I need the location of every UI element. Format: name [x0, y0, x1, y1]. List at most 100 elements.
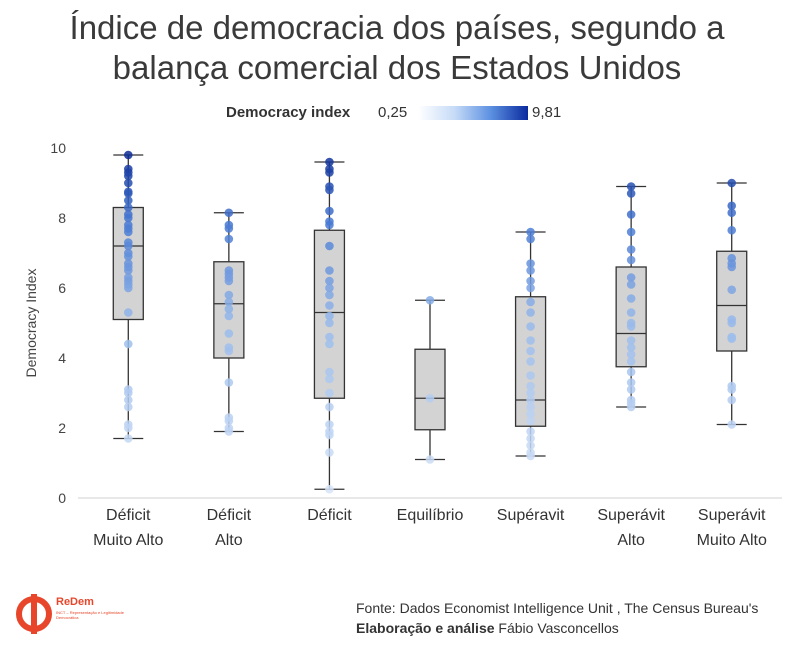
data-point [224, 304, 234, 314]
data-point [325, 402, 334, 412]
x-tick-label: Superávit [597, 507, 665, 524]
data-point [727, 262, 737, 272]
data-point [123, 196, 133, 205]
data-point [123, 213, 133, 223]
iqr-box [414, 348, 446, 431]
data-point [526, 371, 535, 380]
data-point [224, 297, 234, 307]
data-point [123, 227, 133, 237]
x-tick-label: Alto [617, 532, 645, 549]
data-point [626, 378, 636, 387]
data-point [727, 285, 737, 295]
data-point [626, 367, 636, 377]
data-point [224, 427, 234, 436]
source-credit-author: Fábio Vasconcellos [494, 620, 619, 636]
legend-max-label: 9,81 [532, 104, 562, 121]
y-tick-label: 8 [58, 210, 66, 226]
data-point [325, 318, 334, 328]
data-point [325, 241, 334, 251]
data-point [224, 416, 234, 426]
data-point [123, 395, 133, 405]
data-point [224, 276, 234, 286]
chart-title: Índice de democracia dos países, segundo… [0, 8, 794, 88]
data-point [727, 385, 737, 394]
data-point [224, 234, 234, 244]
data-point [626, 385, 636, 394]
data-point [425, 295, 435, 305]
data-point [123, 203, 133, 212]
data-point [224, 290, 234, 300]
data-point [325, 290, 334, 300]
data-point [526, 283, 535, 293]
data-point [727, 178, 737, 188]
data-point [425, 393, 435, 403]
data-point [526, 451, 535, 461]
data-point [526, 276, 535, 286]
y-tick-label: 10 [50, 140, 66, 156]
data-point [526, 416, 535, 426]
data-point [123, 266, 133, 275]
data-point [325, 157, 334, 167]
data-point [325, 168, 334, 177]
source-credit-label: Elaboração e análise [356, 620, 495, 636]
data-point [325, 185, 334, 195]
x-tick-label: Equilíbrio [397, 507, 464, 524]
chart-title-line-1: Índice de democracia dos países, segundo… [69, 9, 725, 46]
data-point [123, 241, 133, 251]
data-point [325, 374, 334, 384]
data-point [626, 294, 636, 303]
data-point [526, 381, 535, 391]
data-point [325, 206, 334, 216]
x-tick-label: Muito Alto [697, 532, 767, 549]
y-tick-label: 2 [58, 420, 66, 436]
data-point [526, 388, 535, 398]
source-note: Fonte: Dados Economist Intelligence Unit… [356, 598, 758, 638]
x-tick-label: Supéravit [497, 507, 565, 524]
data-point [123, 339, 133, 349]
data-point [224, 311, 234, 321]
data-point [626, 350, 636, 359]
source-line-2: Elaboração e análise Fábio Vasconcellos [356, 618, 758, 638]
data-point [626, 245, 636, 254]
data-point [626, 189, 636, 198]
x-tick-label: Déficit [207, 507, 252, 524]
data-point [526, 259, 535, 268]
y-tick-label: 6 [58, 280, 66, 296]
data-point [123, 171, 133, 181]
data-point [727, 334, 737, 344]
x-tick-label: Déficit [106, 507, 151, 524]
data-point [224, 329, 234, 338]
data-point [123, 423, 133, 433]
x-tick-label: Alto [215, 532, 243, 549]
data-point [325, 332, 334, 342]
data-point [526, 409, 535, 419]
data-point [123, 252, 133, 261]
data-point [526, 234, 535, 244]
boxplot-chart: 0 2 4 6 8 10 Democracy Index Déficit Muito Alto D… [23, 140, 782, 549]
logo-name: ReDem [56, 596, 94, 608]
data-point [325, 283, 334, 293]
data-point [727, 395, 737, 405]
data-point [626, 343, 636, 352]
data-point [626, 336, 636, 345]
data-point [123, 388, 133, 398]
data-point [727, 225, 737, 235]
data-point [425, 455, 435, 464]
data-point [526, 266, 535, 275]
data-point [123, 308, 133, 317]
data-point [526, 441, 535, 450]
data-point [123, 178, 133, 188]
data-point [526, 395, 535, 405]
data-point [325, 276, 334, 286]
legend-min-label: 0,25 [378, 104, 408, 121]
chart-title-line-2: balança comercial dos Estados Unidos [112, 49, 682, 86]
data-point [325, 420, 334, 429]
x-tick-label: Muito Alto [93, 532, 163, 549]
source-line-1: Fonte: Dados Economist Intelligence Unit… [356, 600, 759, 616]
data-point [325, 339, 334, 349]
data-point [526, 434, 535, 443]
y-axis-title: Democracy Index [23, 269, 39, 378]
logo-tagline: INCT – Representação e Legitimidade Demo… [56, 610, 124, 620]
data-point [224, 378, 234, 387]
data-point [325, 388, 334, 398]
